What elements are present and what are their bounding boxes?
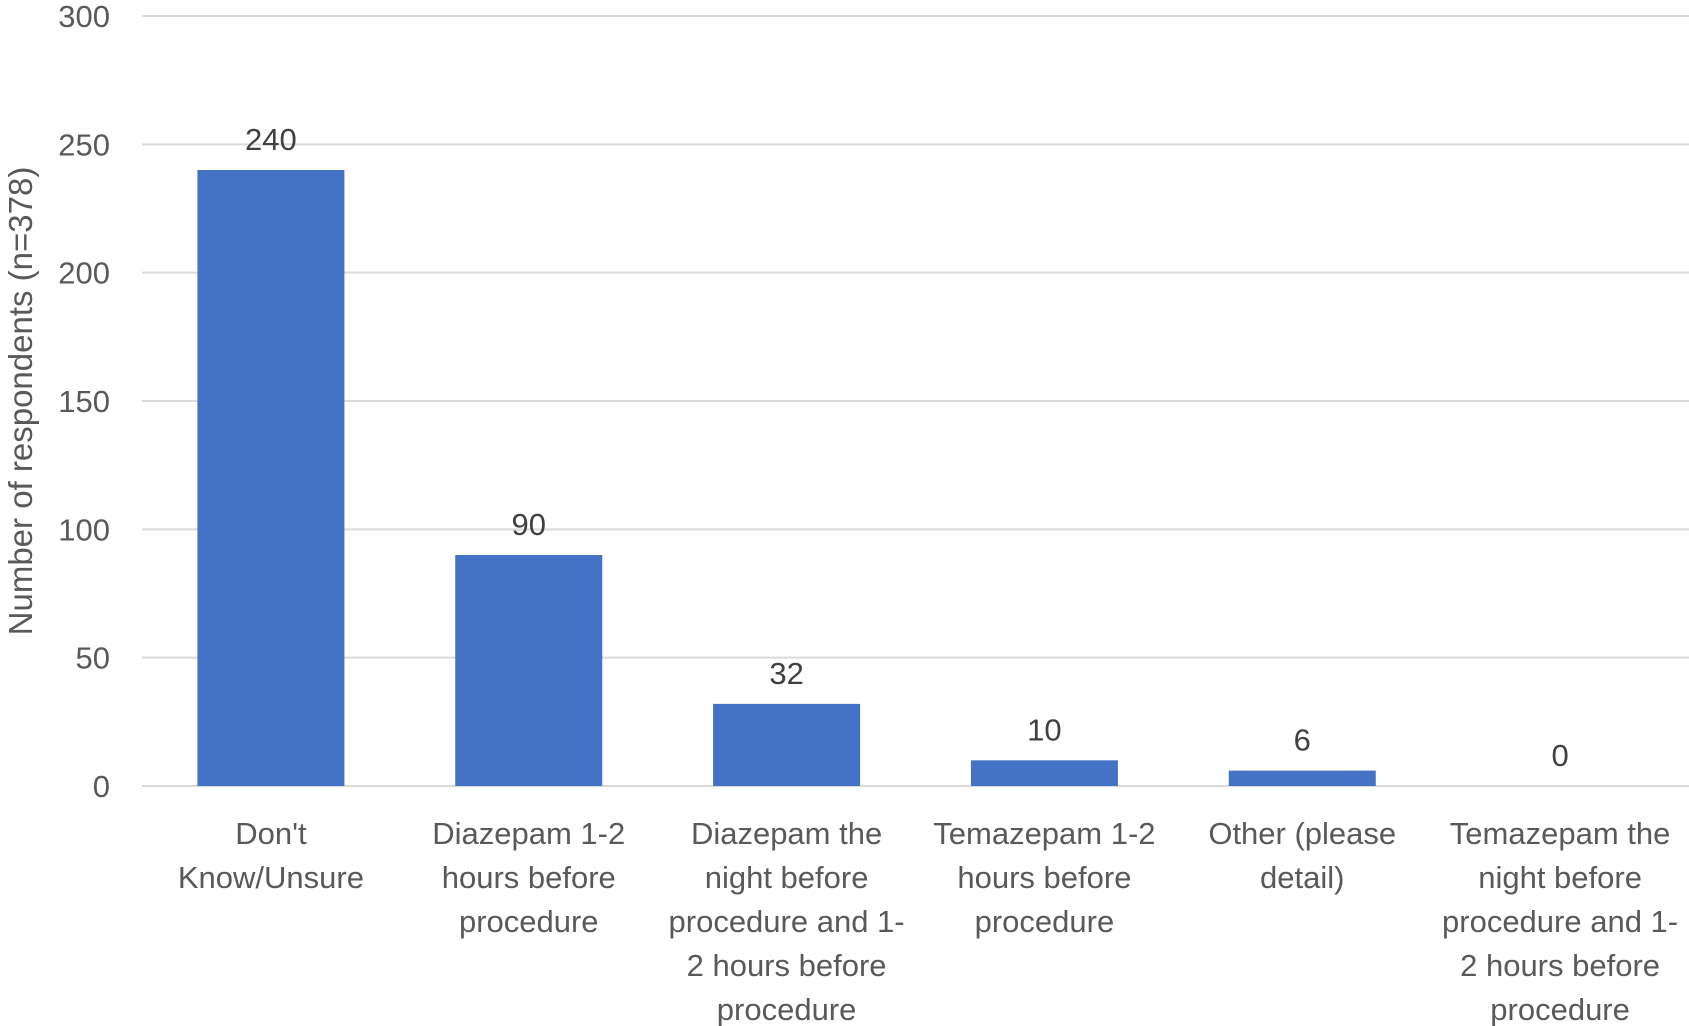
y-tick-label: 100 (58, 512, 110, 547)
data-label: 240 (245, 122, 297, 157)
x-category-label: Diazepam 1-2 hours before procedure (432, 816, 625, 939)
bar (455, 555, 603, 786)
x-category-label-line: procedure (459, 904, 599, 939)
gridlines (142, 15, 1689, 787)
data-label: 32 (769, 656, 803, 691)
y-axis-ticks: 0 50 100 150 200 250 300 (58, 0, 110, 804)
data-labels: 240 90 32 10 6 0 (245, 122, 1569, 773)
data-label: 90 (512, 507, 546, 542)
data-label: 6 (1294, 723, 1311, 758)
x-category-label-line: Diazepam 1-2 (432, 816, 625, 851)
x-category-label-line: Don't (235, 816, 307, 851)
bar (970, 760, 1118, 786)
y-tick-label: 0 (93, 769, 110, 804)
x-category-label-line: 2 hours before (687, 948, 887, 983)
x-category-label-line: hours before (957, 860, 1131, 895)
x-category-label: Other (please detail) (1208, 816, 1396, 895)
x-category-label-line: procedure and 1- (1442, 904, 1678, 939)
x-category-label-line: Diazepam the (691, 816, 882, 851)
y-tick-label: 200 (58, 256, 110, 291)
y-axis-title: Number of respondents (n=378) (2, 167, 39, 636)
x-category-label-line: hours before (442, 860, 616, 895)
x-category-label-line: night before (705, 860, 869, 895)
x-category-label-line: 2 hours before (1460, 948, 1660, 983)
bar (713, 703, 861, 786)
x-category-label-line: procedure and 1- (669, 904, 905, 939)
y-tick-label: 150 (58, 384, 110, 419)
x-category-label: Diazepam the night before procedure and 1-… (669, 816, 905, 1026)
x-category-label-line: procedure (975, 904, 1115, 939)
y-tick-label: 300 (58, 0, 110, 34)
bar (197, 170, 345, 786)
x-category-label-line: Other (please (1208, 816, 1396, 851)
x-category-label: Temazepam 1-2 hours before procedure (933, 816, 1155, 939)
x-category-label: Temazepam the night before procedure and 1… (1442, 816, 1678, 1026)
bar (1228, 770, 1376, 786)
x-category-label-line: Temazepam 1-2 (933, 816, 1155, 851)
bars (197, 170, 1376, 786)
y-tick-label: 50 (76, 641, 110, 676)
data-label: 10 (1027, 712, 1061, 747)
x-category-label-line: detail) (1260, 860, 1344, 895)
x-category-label-line: Know/Unsure (178, 860, 364, 895)
x-category-label-line: Temazepam the (1450, 816, 1671, 851)
x-axis-categories: Don't Know/Unsure Diazepam 1-2 hours before… (178, 816, 1678, 1026)
y-tick-label: 250 (58, 127, 110, 162)
x-category-label-line: procedure (717, 992, 857, 1026)
x-category-label-line: night before (1478, 860, 1642, 895)
x-category-label-line: procedure (1490, 992, 1630, 1026)
x-category-label: Don't Know/Unsure (178, 816, 364, 895)
data-label: 0 (1551, 738, 1568, 773)
